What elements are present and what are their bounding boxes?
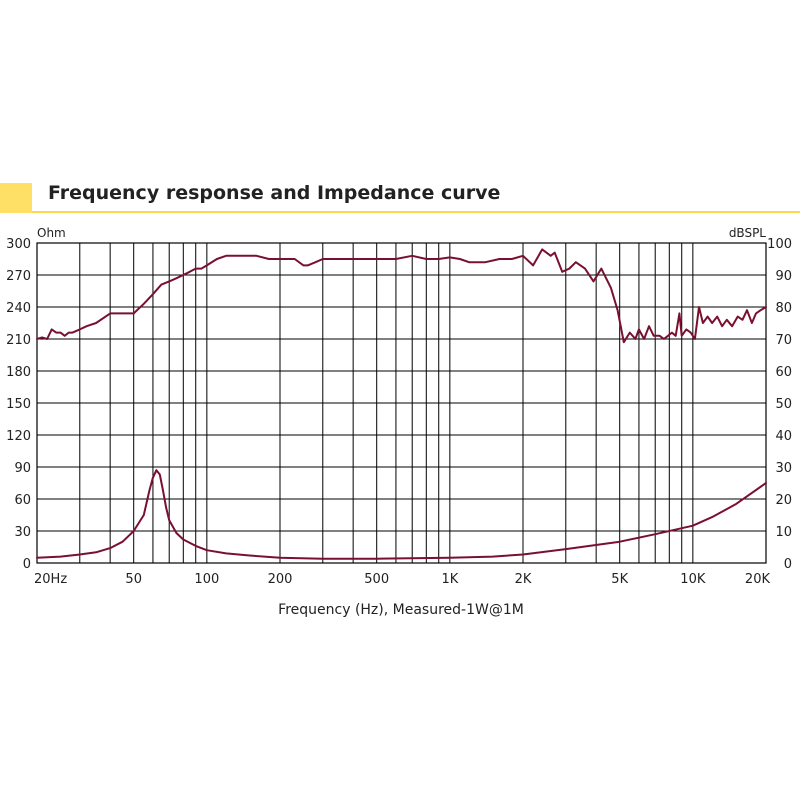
y-left-tick-label: 90	[14, 461, 31, 476]
y-right-tick-label: 20	[775, 493, 792, 508]
y-right-tick-label: 60	[775, 365, 792, 380]
y-right-tick-label: 50	[775, 397, 792, 412]
x-tick-label: 500	[364, 572, 389, 587]
x-tick-label: 50	[125, 572, 142, 587]
title-underline	[32, 211, 800, 213]
y-left-tick-label: 120	[6, 429, 31, 444]
x-tick-label: 100	[194, 572, 219, 587]
axes: 0 30 60 90 120 150 180 210 240 270 300 0 10 20 30 40 50 6…	[6, 226, 792, 587]
y-left-tick-label: 240	[6, 301, 31, 316]
y-left-tick-label: 0	[23, 557, 31, 572]
x-axis-label: Frequency (Hz), Measured-1W@1M	[278, 602, 524, 618]
x-tick-label: 1K	[441, 572, 458, 587]
y-right-tick-label: 80	[775, 301, 792, 316]
y-right-tick-label: 40	[775, 429, 792, 444]
series-line-right-axis	[36, 248, 767, 344]
chart-title: Frequency response and Impedance curve	[48, 182, 501, 204]
x-tick-label: 2K	[515, 572, 532, 587]
y-right-tick-label: 100	[767, 237, 792, 252]
title-accent-block	[0, 183, 32, 213]
y-right-tick-label: 70	[775, 333, 792, 348]
plot-frame	[36, 242, 767, 564]
y-left-tick-label: 270	[6, 269, 31, 284]
grid	[36, 242, 767, 564]
y-left-tick-label: 180	[6, 365, 31, 380]
y-left-axis-label: Ohm	[37, 226, 66, 240]
y-right-tick-label: 90	[775, 269, 792, 284]
x-tick-label: 20K	[745, 572, 771, 587]
x-tick-label: 10K	[680, 572, 706, 587]
y-left-tick-label: 210	[6, 333, 31, 348]
y-left-tick-label: 30	[14, 525, 31, 540]
x-tick-label: 5K	[611, 572, 628, 587]
y-right-tick-label: 10	[775, 525, 792, 540]
y-right-tick-label: 30	[775, 461, 792, 476]
x-tick-label: 20Hz	[34, 572, 67, 587]
series-line-left-axis	[36, 469, 767, 560]
y-left-tick-label: 150	[6, 397, 31, 412]
y-right-axis-label: dBSPL	[729, 226, 766, 240]
series	[36, 248, 767, 560]
y-right-tick-label: 0	[784, 557, 792, 572]
y-left-tick-label: 60	[14, 493, 31, 508]
x-tick-label: 200	[268, 572, 293, 587]
y-left-tick-label: 300	[6, 237, 31, 252]
